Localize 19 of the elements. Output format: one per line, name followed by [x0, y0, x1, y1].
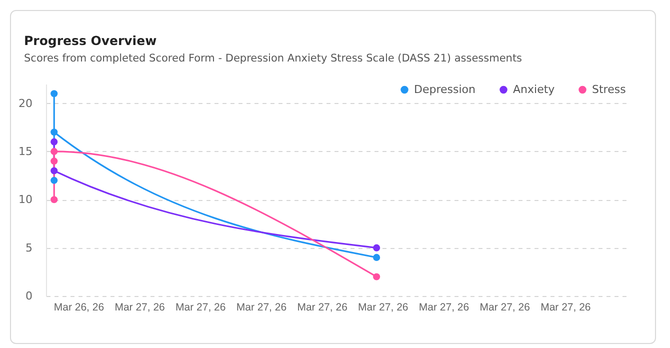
legend-label: Stress	[592, 82, 626, 96]
x-tick-label: Mar 27, 26	[236, 302, 287, 314]
chart-subtitle: Scores from completed Scored Form - Depression Anxiety Stress Scale (DASS 21) assessments	[24, 52, 522, 64]
y-tick-label: 0	[26, 290, 32, 302]
x-tick-label: Mar 27, 26	[480, 302, 530, 314]
x-tick-label: Mar 27, 26	[297, 302, 348, 314]
y-tick-label: 10	[18, 193, 32, 206]
legend-label: Depression	[414, 82, 476, 96]
x-tick-label: Mar 27, 26	[540, 302, 591, 314]
y-tick-label: 5	[26, 241, 32, 254]
x-tick-label: Mar 27, 26	[358, 302, 408, 314]
y-tick-label: 15	[18, 144, 32, 158]
y-tick-label: 20	[18, 96, 32, 110]
x-tick-label: Mar 26, 26	[54, 302, 104, 314]
x-tick-label: Mar 27, 26	[176, 302, 226, 314]
x-tick-label: Mar 27, 26	[418, 302, 470, 314]
chart-title: Progress Overview	[24, 33, 158, 48]
x-tick-label: Mar 27, 26	[114, 302, 166, 314]
legend-label: Anxiety	[513, 82, 556, 96]
